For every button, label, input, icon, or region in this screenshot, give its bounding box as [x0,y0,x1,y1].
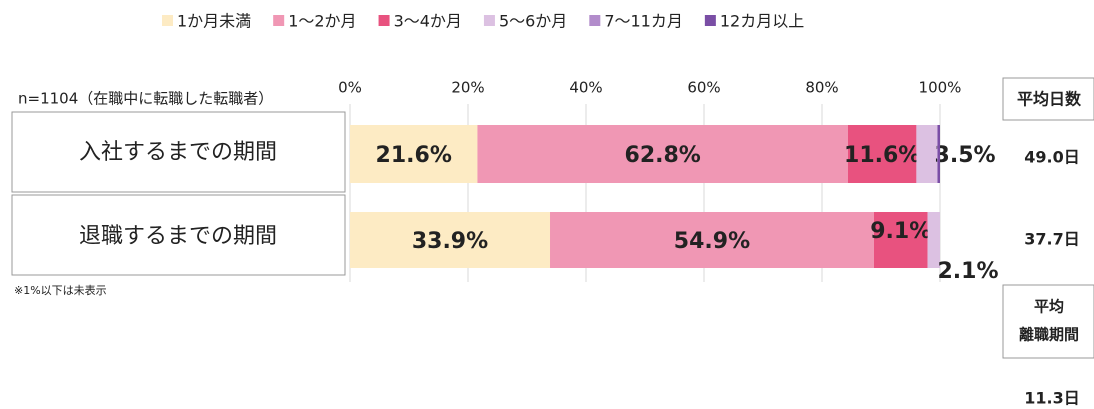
category-box [11,194,346,276]
legend-swatch [704,15,716,26]
bar-segment [873,212,928,268]
legend-swatch [273,15,285,26]
x-tick-label: 40% [569,79,602,97]
side-value: 49.0日 [1024,148,1079,167]
bar-segment [477,125,848,183]
data-label: 11.6% [844,143,920,168]
legend-label: 5〜6か月 [499,12,567,31]
legend-swatch [378,15,390,26]
side-header: 離職期間 [1019,326,1079,344]
data-label: 33.9% [412,229,488,254]
bar-segment [847,125,917,183]
data-label: 9.1% [870,219,931,244]
bar-segment [937,125,940,183]
category-label: 退職するまでの期間 [79,224,277,249]
x-tick-label: 80% [805,79,838,97]
legend-swatch [483,15,495,26]
header-box [1002,284,1094,359]
side-header: 平均 [1034,298,1064,316]
bar-segment [350,212,551,268]
legend-label: 12カ月以上 [720,12,804,31]
subtitle: n=1104（在職中に転職した転職者） [18,90,273,108]
bar-segment [937,125,938,183]
side-header: 平均日数 [1017,90,1082,109]
note: ※1%以下は未表示 [14,283,107,297]
legend-swatch [162,15,173,26]
data-label: 21.6% [376,143,452,168]
x-tick-label: 0% [338,79,362,97]
header-box [1002,77,1094,121]
data-label: 3.5% [935,143,996,168]
category-label: 入社するまでの期間 [79,140,277,165]
legend-label: 3〜4か月 [394,12,462,31]
legend-label: 1〜2か月 [288,12,356,31]
legend-swatch [589,15,601,26]
legend-label: 1か月未満 [177,12,251,31]
data-label: 62.8% [625,143,701,168]
legend-label: 7〜11カ月 [604,12,683,31]
data-label: 2.1% [937,259,998,284]
side-value: 11.3日 [1024,389,1079,408]
x-tick-label: 100% [919,79,962,97]
data-label: 54.9% [674,229,750,254]
x-tick-label: 60% [687,79,720,97]
bar-segment [916,125,938,183]
x-tick-label: 20% [451,79,484,97]
side-value: 37.7日 [1024,230,1079,249]
bar-segment [927,212,940,268]
category-box [11,111,346,193]
bar-segment [350,125,478,183]
bar-segment [550,212,874,268]
